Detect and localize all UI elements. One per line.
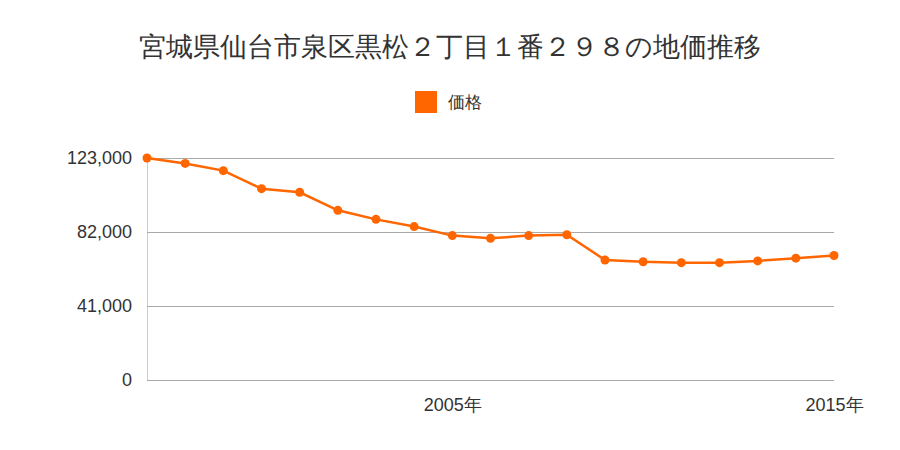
x-tick-label: 2015年 <box>805 395 863 415</box>
grid-line <box>147 380 834 381</box>
y-axis-line <box>147 159 148 381</box>
y-axis: 0 41,000 82,000 123,000 <box>67 148 834 390</box>
point <box>524 231 533 240</box>
point <box>295 188 304 197</box>
point <box>753 256 762 265</box>
point <box>486 234 495 243</box>
line <box>147 158 834 263</box>
grid-line <box>147 158 834 159</box>
x-axis-line <box>148 380 835 381</box>
point <box>181 159 190 168</box>
legend-swatch <box>415 91 437 113</box>
point <box>333 206 342 215</box>
y-tick: 123,000 <box>67 148 834 168</box>
y-tick-label: 0 <box>122 370 132 390</box>
legend-label: 価格 <box>448 92 482 112</box>
grid-line <box>147 232 834 233</box>
legend: 価格 <box>415 91 482 113</box>
point <box>410 222 419 231</box>
point <box>372 215 381 224</box>
grid-line <box>147 306 834 307</box>
y-tick: 41,000 <box>77 296 834 316</box>
marks <box>143 154 839 268</box>
point <box>791 254 800 263</box>
x-axis: 2005年 2015年 <box>148 380 864 415</box>
point <box>601 255 610 264</box>
point <box>639 257 648 266</box>
point <box>677 258 686 267</box>
point <box>219 166 228 175</box>
y-tick: 82,000 <box>77 222 834 242</box>
title: 宮城県仙台市泉区黒松２丁目１番２９８の地価推移 <box>139 31 761 62</box>
point <box>448 231 457 240</box>
point <box>715 258 724 267</box>
y-tick: 0 <box>122 370 834 390</box>
point <box>830 251 839 260</box>
plot: 0 41,000 82,000 123,000 2005年 2015年 <box>67 148 864 415</box>
x-tick: 2005年 <box>424 380 482 415</box>
point <box>562 230 571 239</box>
point <box>257 184 266 193</box>
x-tick-label: 2005年 <box>424 395 482 415</box>
y-tick-label: 41,000 <box>77 296 132 316</box>
chart: 宮城県仙台市泉区黒松２丁目１番２９８の地価推移価格 0 41,000 82,000 12… <box>0 0 900 450</box>
point <box>143 154 152 163</box>
y-tick-label: 82,000 <box>77 222 132 242</box>
y-tick-label: 123,000 <box>67 148 132 168</box>
x-tick: 2015年 <box>805 380 863 415</box>
